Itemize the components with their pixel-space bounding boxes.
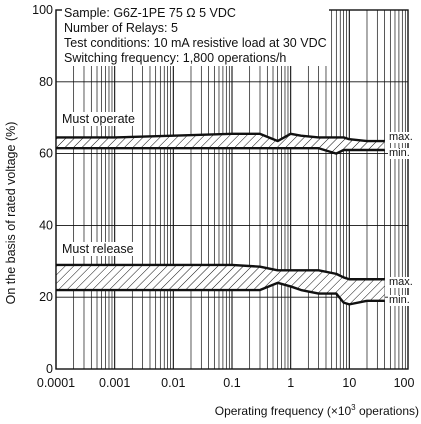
note-switching-frequency: Switching frequency: 1,800 operations/h: [64, 51, 287, 65]
must-release-min-line: [56, 281, 385, 306]
grid-lines: [55, 10, 408, 369]
release-min-tag: min.: [388, 294, 411, 306]
test-conditions-box: Sample: G6Z-1PE 75 Ω 5 VDC Number of Rel…: [62, 6, 329, 66]
must-operate-max-line: [56, 132, 385, 143]
x-tick-label: 10: [342, 376, 356, 390]
x-tick-label: 100: [394, 376, 415, 390]
x-tick-label: 0.001: [99, 376, 130, 390]
y-axis-label: On the basis of rated voltage (%): [4, 121, 18, 305]
release-max-tag: max.: [388, 276, 414, 288]
tick-labels: 0.0001 0.001 0.01 0.1 1 10 100 0 20 40 60 80 100: [32, 3, 414, 390]
x-tick-label: 1: [287, 376, 294, 390]
x-tick-label: 0.1: [223, 376, 240, 390]
y-tick-label: 80: [39, 75, 53, 89]
x-tick-label: 0.0001: [37, 376, 75, 390]
y-tick-label: 0: [46, 362, 53, 376]
y-tick-label: 60: [39, 147, 53, 161]
y-tick-label: 100: [32, 3, 53, 17]
x-axis-label: Operating frequency (×103 operations): [214, 403, 419, 418]
note-test-conditions: Test conditions: 10 mA resistive load at…: [64, 36, 327, 50]
tolerance-bands: [56, 133, 385, 305]
y-tick-label: 20: [39, 290, 53, 304]
note-relays: Number of Relays: 5: [64, 21, 178, 35]
must-operate-min-line: [56, 147, 385, 155]
must-release-max-line: [56, 263, 385, 281]
note-sample: Sample: G6Z-1PE 75 Ω 5 VDC: [64, 6, 236, 20]
operate-min-tag: min.: [388, 147, 411, 159]
y-tick-label: 40: [39, 218, 53, 232]
must-operate-label: Must operate: [60, 112, 137, 126]
must-release-label: Must release: [60, 242, 136, 256]
must-release-band: [56, 264, 385, 305]
must-operate-band: [56, 133, 385, 154]
series-lines: [56, 132, 385, 306]
operate-max-tag: max.: [388, 131, 414, 143]
x-tick-label: 0.01: [161, 376, 185, 390]
